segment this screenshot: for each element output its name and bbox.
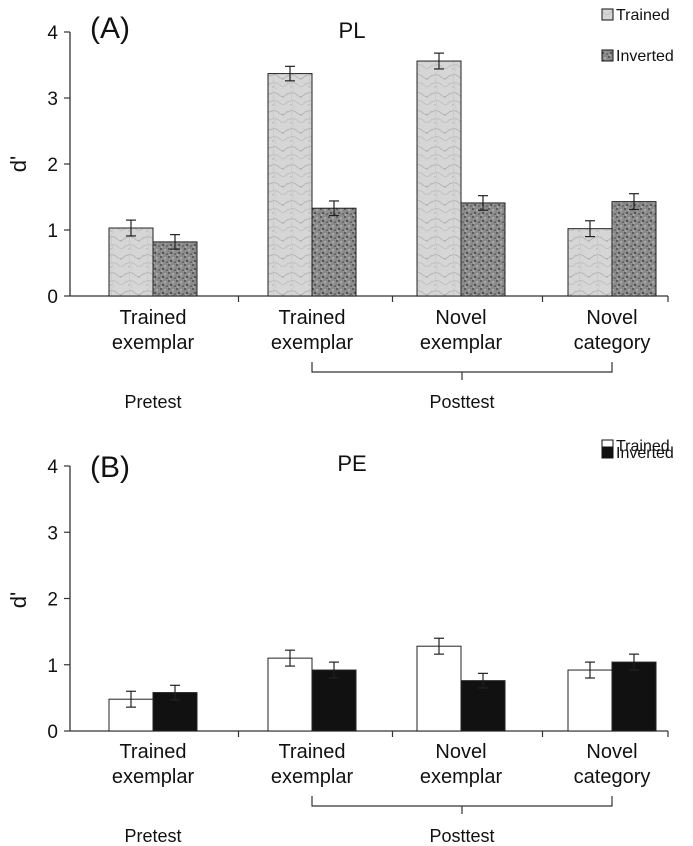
group-label: Pretest [124, 392, 181, 412]
y-tick-label: 0 [47, 287, 58, 308]
group-labels: Pretest Posttest [124, 796, 613, 846]
bar-trained-2 [416, 60, 462, 297]
legend-label-inverted: Inverted [616, 445, 674, 462]
y-tick-label: 2 [47, 590, 58, 611]
y-tick-label: 4 [47, 23, 58, 44]
x-tick-label: Trained [119, 307, 186, 329]
error-bar-trained-3 [585, 661, 595, 679]
error-bar-inverted-1 [329, 661, 339, 679]
bar-trained-3 [567, 669, 613, 732]
legend-swatch-trained [601, 8, 614, 21]
panel-label: (B) [90, 451, 130, 484]
bar-trained-1 [267, 73, 313, 297]
group-bracket [311, 362, 613, 380]
x-tick-label: exemplar [271, 766, 354, 788]
legend: Trained Inverted [601, 7, 674, 65]
y-tick-label: 3 [47, 89, 58, 110]
x-tick-label: Trained [119, 741, 186, 763]
group-label: Posttest [429, 392, 494, 412]
error-bar-trained-0 [126, 219, 136, 237]
bar-inverted-1 [311, 207, 357, 297]
y-tick-label: 0 [47, 722, 58, 743]
error-bar-trained-0 [126, 690, 136, 708]
bar-trained-1 [267, 657, 313, 732]
error-bar-inverted-0 [170, 234, 180, 250]
y-tick-label: 3 [47, 523, 58, 544]
x-tick-labels: Trained exemplar Trained exemplar Novel exemp… [112, 307, 650, 354]
x-tick-label: Trained [278, 741, 345, 763]
bar-trained-0 [108, 227, 154, 297]
marks [108, 52, 657, 297]
x-tick-label: Novel [435, 741, 486, 763]
y-axis-label: d' [6, 156, 31, 172]
bar-inverted-2 [460, 202, 506, 297]
x-tick-label: exemplar [420, 766, 503, 788]
y-tick-label: 1 [47, 221, 58, 242]
panel-a: (A) PL d' Trained Inverted 0 1 2 3 4 Trained… [6, 7, 674, 412]
error-bar-inverted-1 [329, 200, 339, 217]
error-bar-inverted-2 [478, 195, 488, 211]
bar-inverted-3 [611, 661, 657, 732]
chart-title: PE [337, 451, 366, 476]
legend-item-inverted: Inverted [601, 48, 674, 65]
error-bar-trained-1 [285, 649, 295, 667]
panel-b: (B) PE d' Trained Inverted 0 1 2 3 4 Trained… [6, 438, 674, 846]
error-bar-inverted-3 [629, 653, 639, 671]
chart-title: PL [339, 18, 366, 43]
legend-label-trained: Trained [616, 438, 670, 455]
bar-inverted-1 [311, 669, 357, 732]
group-label: Pretest [124, 826, 181, 846]
legend: Trained Inverted [601, 438, 674, 462]
bar-inverted-0 [152, 241, 198, 297]
bar-inverted-3 [611, 201, 657, 297]
error-bar-inverted-0 [170, 684, 180, 701]
x-tick-label: category [574, 766, 651, 788]
legend-item-trained: Trained [601, 7, 670, 24]
x-tick-label: exemplar [420, 332, 503, 354]
x-tick-label: exemplar [271, 332, 354, 354]
error-bar-inverted-3 [629, 193, 639, 211]
legend-swatch-inverted [601, 446, 614, 459]
error-bar-trained-2 [434, 637, 444, 655]
error-bar-trained-1 [285, 65, 295, 82]
x-tick-label: Trained [278, 307, 345, 329]
error-bar-inverted-2 [478, 672, 488, 689]
x-tick-label: Novel [586, 741, 637, 763]
group-bracket [311, 796, 613, 814]
bar-inverted-2 [460, 680, 506, 732]
x-tick-label: Novel [435, 307, 486, 329]
legend-swatch-inverted [601, 49, 614, 62]
error-bar-trained-2 [434, 52, 444, 70]
bar-trained-3 [567, 228, 613, 297]
y-tick-label: 2 [47, 155, 58, 176]
x-tick-label: exemplar [112, 766, 195, 788]
legend-item-inverted: Inverted [601, 445, 674, 462]
group-labels: Pretest Posttest [124, 362, 613, 412]
legend-label-trained: Trained [616, 7, 670, 24]
y-axis-label: d' [6, 592, 31, 608]
bar-trained-2 [416, 645, 462, 732]
error-bar-trained-3 [585, 220, 595, 238]
x-tick-label: Novel [586, 307, 637, 329]
y-tick-label: 1 [47, 656, 58, 677]
x-tick-labels: Trained exemplar Trained exemplar Novel exemp… [112, 741, 650, 788]
legend-item-trained: Trained [601, 438, 670, 455]
marks [108, 637, 657, 732]
panel-label: (A) [90, 12, 130, 45]
legend-label-inverted: Inverted [616, 48, 674, 65]
x-tick-label: exemplar [112, 332, 195, 354]
group-label: Posttest [429, 826, 494, 846]
x-tick-label: category [574, 332, 651, 354]
y-tick-label: 4 [47, 457, 58, 478]
